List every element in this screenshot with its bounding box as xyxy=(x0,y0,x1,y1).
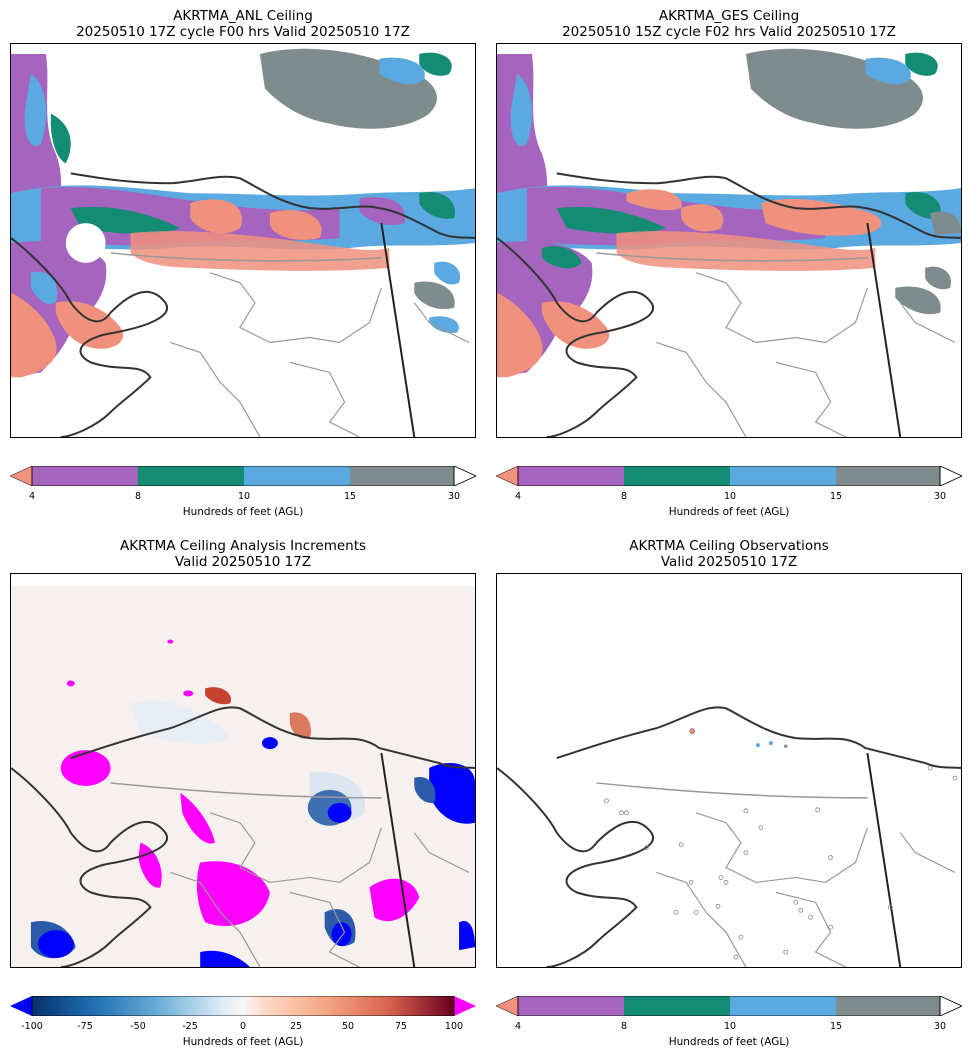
ges-title: AKRTMA_GES Ceiling 20250510 15Z cycle F0… xyxy=(496,8,962,40)
inc-title-line2: Valid 20250510 17Z xyxy=(174,554,312,570)
inc-colorbar-label: Hundreds of feet (AGL) xyxy=(182,1036,304,1048)
inc-field xyxy=(30,639,475,967)
obs-stations xyxy=(604,765,958,960)
ges-tick-3: 15 xyxy=(829,491,843,502)
obs-tick-1: 8 xyxy=(620,1021,628,1032)
inc-map xyxy=(10,573,476,968)
inc-tick-1: -75 xyxy=(77,1021,93,1032)
anl-title: AKRTMA_ANL Ceiling 20250510 17Z cycle F0… xyxy=(10,8,476,40)
inc-title-line1: AKRTMA Ceiling Analysis Increments xyxy=(119,538,367,554)
ges-colorbar: 4 8 10 15 30 Hundreds of feet (AGL) xyxy=(496,466,962,522)
obs-map xyxy=(496,573,962,968)
anl-colorbar-svg xyxy=(10,466,476,486)
ges-tick-2: 10 xyxy=(723,491,737,502)
ges-title-line1: AKRTMA_GES Ceiling xyxy=(658,8,800,24)
ges-title-line2: 20250510 15Z cycle F02 hrs Valid 2025051… xyxy=(562,24,896,40)
inc-title: AKRTMA Ceiling Analysis Increments Valid… xyxy=(10,538,476,570)
inc-tick-0: -100 xyxy=(21,1021,43,1032)
obs-title: AKRTMA Ceiling Observations Valid 202505… xyxy=(496,538,962,570)
anl-title-line2: 20250510 17Z cycle F00 hrs Valid 2025051… xyxy=(76,24,410,40)
anl-title-line1: AKRTMA_ANL Ceiling xyxy=(173,8,313,24)
anl-tick-4: 30 xyxy=(447,491,461,502)
obs-colorbar-label: Hundreds of feet (AGL) xyxy=(668,1036,790,1048)
obs-title-line1: AKRTMA Ceiling Observations xyxy=(629,538,829,554)
ges-boundaries xyxy=(497,172,961,437)
inc-tick-4: 0 xyxy=(239,1021,247,1032)
inc-colorbar-svg xyxy=(10,996,476,1016)
inc-tick-6: 50 xyxy=(341,1021,355,1032)
inc-boundaries xyxy=(11,706,475,967)
obs-title-line2: Valid 20250510 17Z xyxy=(660,554,798,570)
anl-tick-3: 15 xyxy=(343,491,357,502)
inc-tick-7: 75 xyxy=(394,1021,408,1032)
ges-tick-4: 30 xyxy=(933,491,947,502)
inc-tick-5: 25 xyxy=(289,1021,303,1032)
obs-colorbar: 4 8 10 15 30 Hundreds of feet (AGL) xyxy=(496,996,962,1056)
anl-map xyxy=(10,43,476,438)
ges-ceiling-field xyxy=(497,48,961,378)
anl-colorbar: 4 8 10 15 30 Hundreds of feet (AGL) xyxy=(10,466,476,522)
inc-tick-3: -25 xyxy=(182,1021,198,1032)
anl-colorbar-label: Hundreds of feet (AGL) xyxy=(182,506,304,518)
obs-boundaries xyxy=(497,706,961,967)
ges-map-svg xyxy=(497,48,961,437)
obs-tick-0: 4 xyxy=(514,1021,522,1032)
inc-tick-8: 100 xyxy=(444,1021,464,1032)
obs-tick-4: 30 xyxy=(933,1021,947,1032)
ges-colorbar-svg xyxy=(496,466,962,486)
inc-tick-2: -50 xyxy=(130,1021,146,1032)
obs-colorbar-svg xyxy=(496,996,962,1016)
anl-tick-1: 8 xyxy=(134,491,142,502)
obs-tick-3: 15 xyxy=(829,1021,843,1032)
ges-tick-0: 4 xyxy=(514,491,522,502)
obs-tick-2: 10 xyxy=(723,1021,737,1032)
ges-map xyxy=(496,43,962,438)
anl-map-svg xyxy=(11,48,475,437)
ges-tick-1: 8 xyxy=(620,491,628,502)
obs-colored-stations xyxy=(689,728,788,748)
inc-map-svg xyxy=(11,585,475,967)
anl-tick-0: 4 xyxy=(28,491,36,502)
anl-boundaries xyxy=(11,172,475,437)
anl-tick-2: 10 xyxy=(237,491,251,502)
obs-map-svg xyxy=(497,706,961,967)
inc-colorbar: -100 -75 -50 -25 0 25 50 75 100 Hundreds… xyxy=(10,996,476,1056)
anl-ceiling-field xyxy=(11,48,475,378)
ges-colorbar-label: Hundreds of feet (AGL) xyxy=(668,506,790,518)
